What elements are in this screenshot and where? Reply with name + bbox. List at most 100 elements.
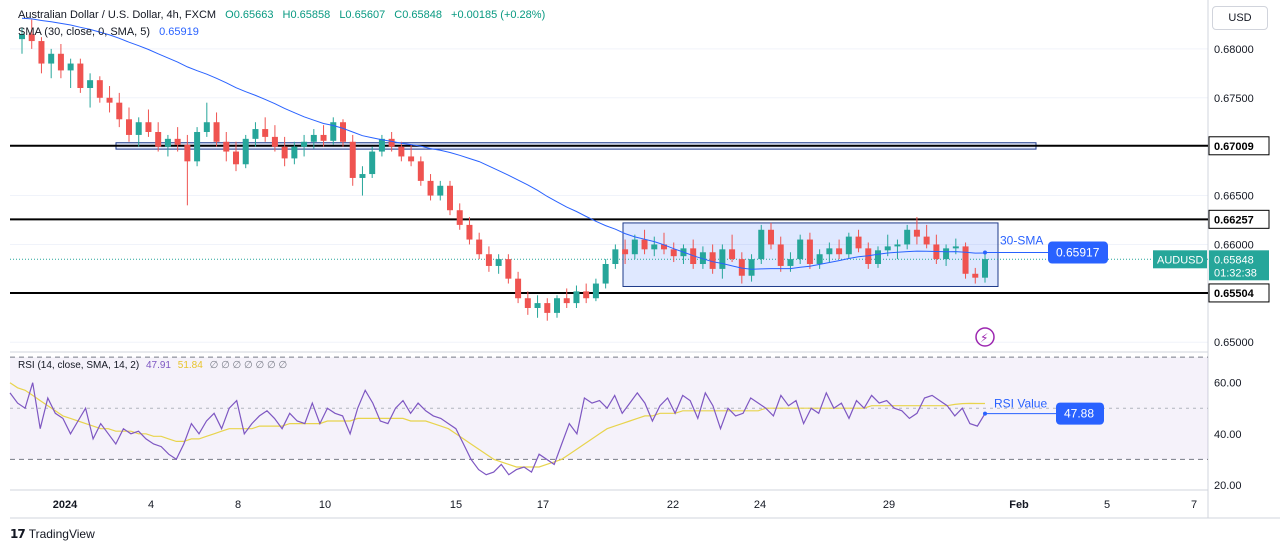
level-price-label: 0.67009 (1214, 141, 1254, 153)
sma-line (21, 17, 986, 270)
candle-body (320, 134, 327, 141)
candle-body (184, 144, 191, 162)
candle-body (87, 80, 94, 88)
candle-body (174, 138, 181, 145)
candle-body (408, 156, 415, 162)
time-tick-label: 5 (1104, 499, 1110, 511)
candle-body (855, 236, 862, 249)
price-tick-label: 0.66500 (1214, 191, 1254, 203)
candle-body (962, 246, 969, 274)
candle-body (592, 283, 599, 299)
sma-header: SMA (30, close, 0, SMA, 5) 0.65919 (18, 26, 199, 38)
sma-series: 30-SMA 0.65917 ⚡ (21, 17, 1108, 347)
currency-button[interactable]: USD (1212, 6, 1268, 30)
sma-value-label: 0.65917 (1056, 246, 1100, 260)
rsi-ma-value: 51.84 (177, 360, 203, 371)
candle-body (952, 246, 959, 249)
candle-body (330, 122, 337, 141)
candle-body (485, 254, 492, 266)
candle-body (116, 102, 123, 120)
time-tick-label: 29 (883, 499, 895, 511)
candle-body (126, 119, 132, 135)
high-value: H0.65858 (282, 9, 331, 21)
candle-body (398, 146, 405, 157)
price-tick-label: 0.68000 (1214, 44, 1254, 56)
time-tick-label: 2024 (53, 499, 78, 511)
candle-body (904, 229, 911, 245)
candle-body (806, 239, 813, 264)
candle-body (651, 244, 658, 250)
candle-body (923, 236, 930, 245)
candle-body (203, 122, 210, 132)
candle-body (164, 138, 171, 147)
candle-body (719, 249, 726, 269)
price-tick-label: 0.67500 (1214, 93, 1254, 105)
candle-body (310, 134, 317, 142)
symbol-tag (1153, 250, 1207, 269)
candle-body (456, 210, 463, 225)
candle-body (262, 129, 269, 137)
candle-body (281, 146, 288, 159)
candle-body (437, 185, 444, 196)
sma-indicator-value: 0.65919 (159, 26, 199, 38)
price-tick-label: 0.66000 (1214, 239, 1254, 251)
candle-body (816, 254, 823, 264)
lightning-glyph: ⚡ (980, 331, 988, 345)
candle-body (563, 298, 570, 304)
low-value: L0.65607 (339, 9, 386, 21)
rsi-value-label: 47.88 (1064, 407, 1094, 421)
candle-body (943, 248, 950, 260)
candle-body (135, 122, 142, 135)
time-tick-label: 17 (537, 499, 549, 511)
candle-body (875, 250, 881, 264)
candle-body (349, 141, 356, 178)
candles (19, 19, 988, 321)
candle-body (19, 34, 25, 40)
candle-body (466, 224, 473, 240)
candle-body (622, 249, 629, 255)
change-value: +0.00185 (+0.28%) (451, 9, 546, 21)
rsi-annotation-label: RSI Value (994, 397, 1047, 411)
candle-body (845, 236, 852, 255)
candle-body (777, 244, 784, 266)
horizontal-levels (10, 144, 1208, 294)
candle-body (699, 252, 706, 264)
level-price-tag (1208, 283, 1270, 303)
time-tick-label: 15 (450, 499, 462, 511)
candle-body (194, 132, 201, 162)
candle-body (894, 244, 901, 247)
candle-body (28, 34, 35, 42)
time-tick-label: Feb (1009, 499, 1029, 511)
candle-body (38, 41, 45, 64)
candle-body (369, 151, 376, 175)
candle-body (252, 129, 259, 139)
rsi-line (9, 382, 986, 476)
candle-body (301, 141, 308, 147)
candle-body (340, 122, 346, 142)
candle-body (213, 122, 220, 142)
candle-body (427, 180, 434, 196)
candle-body (57, 53, 64, 71)
rsi-band-fill (10, 357, 1208, 460)
tradingview-logo-icon: 17 (10, 527, 26, 541)
candle-body (787, 259, 794, 266)
candle-body (378, 138, 385, 152)
tradingview-brand: TradingView (28, 527, 95, 541)
candle-body (291, 146, 298, 159)
candle-body (797, 239, 804, 260)
rsi-pane: RSI Value 47.88 (9, 356, 1208, 476)
candle-body (758, 229, 765, 260)
time-axis-labels: 2024 4 8 10 15 17 22 24 29 Feb 5 7 (53, 499, 1197, 511)
candle-body (583, 291, 590, 299)
candle-body (631, 239, 638, 255)
level-price-tag (1208, 136, 1270, 156)
candle-body (515, 278, 522, 299)
rsi-header: RSI (14, close, SMA, 14, 2) 47.91 51.84 … (18, 360, 287, 371)
candle-body (836, 248, 843, 255)
candle-body (826, 248, 833, 255)
time-tick-label: 10 (319, 499, 331, 511)
price-axis-labels: 0.68000 0.67500 0.66500 0.66000 0.65000 0.670… (1153, 44, 1270, 492)
candle-body (661, 244, 667, 250)
current-price-label: 0.65848 (1214, 254, 1254, 266)
